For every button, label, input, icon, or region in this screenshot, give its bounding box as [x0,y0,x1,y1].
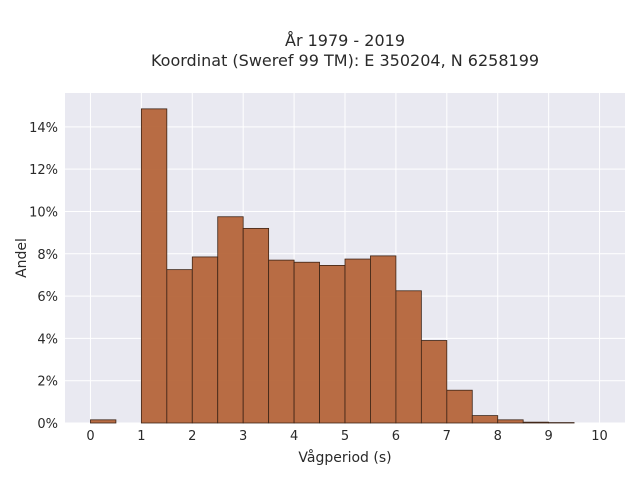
y-tick-label: 0% [37,417,58,432]
x-tick-label: 8 [494,429,502,444]
histogram-bar [497,419,524,424]
histogram-bar [217,216,244,424]
x-tick-label: 9 [544,429,552,444]
histogram-bar [446,389,473,424]
histogram-bar [293,261,320,424]
x-tick-label: 2 [188,429,196,444]
histogram-bar [319,265,346,424]
histogram-bar [268,259,295,424]
y-axis-ticks: 0% 2% 4% 6% 8% 10% 12% 14% [29,121,58,432]
y-axis-label: Andel [14,238,30,278]
histogram-bar [166,269,193,424]
histogram-bar [344,258,371,424]
y-tick-label: 8% [37,248,58,263]
chart-title-line-2: Koordinat (Sweref 99 TM): E 350204, N 62… [151,51,539,70]
x-tick-label: 7 [443,429,451,444]
histogram-bar [395,290,422,424]
y-tick-label: 4% [37,332,58,347]
histogram-bar [522,421,550,424]
x-tick-label: 5 [341,429,349,444]
y-tick-label: 6% [37,290,58,305]
y-tick-label: 14% [29,121,58,136]
x-tick-label: 3 [239,429,247,444]
x-axis-label: Vågperiod (s) [298,449,391,466]
x-tick-label: 6 [392,429,400,444]
chart-title-line-1: År 1979 - 2019 [285,31,405,50]
histogram-bar [140,108,168,424]
histogram-bar [471,415,499,424]
bars [90,108,575,424]
y-tick-label: 2% [37,375,58,390]
x-tick-label: 1 [137,429,145,444]
x-tick-label: 10 [591,429,608,444]
x-tick-label: 0 [86,429,94,444]
y-tick-label: 12% [29,163,58,178]
histogram-bar [191,256,219,424]
x-tick-label: 4 [290,429,298,444]
y-tick-label: 10% [29,205,58,220]
histogram-bar [242,227,270,424]
histogram-bar [420,340,448,424]
x-axis-ticks: 0 1 2 3 4 5 6 7 8 9 10 [86,429,608,444]
histogram-bar [370,255,397,424]
histogram-bar [90,419,117,424]
